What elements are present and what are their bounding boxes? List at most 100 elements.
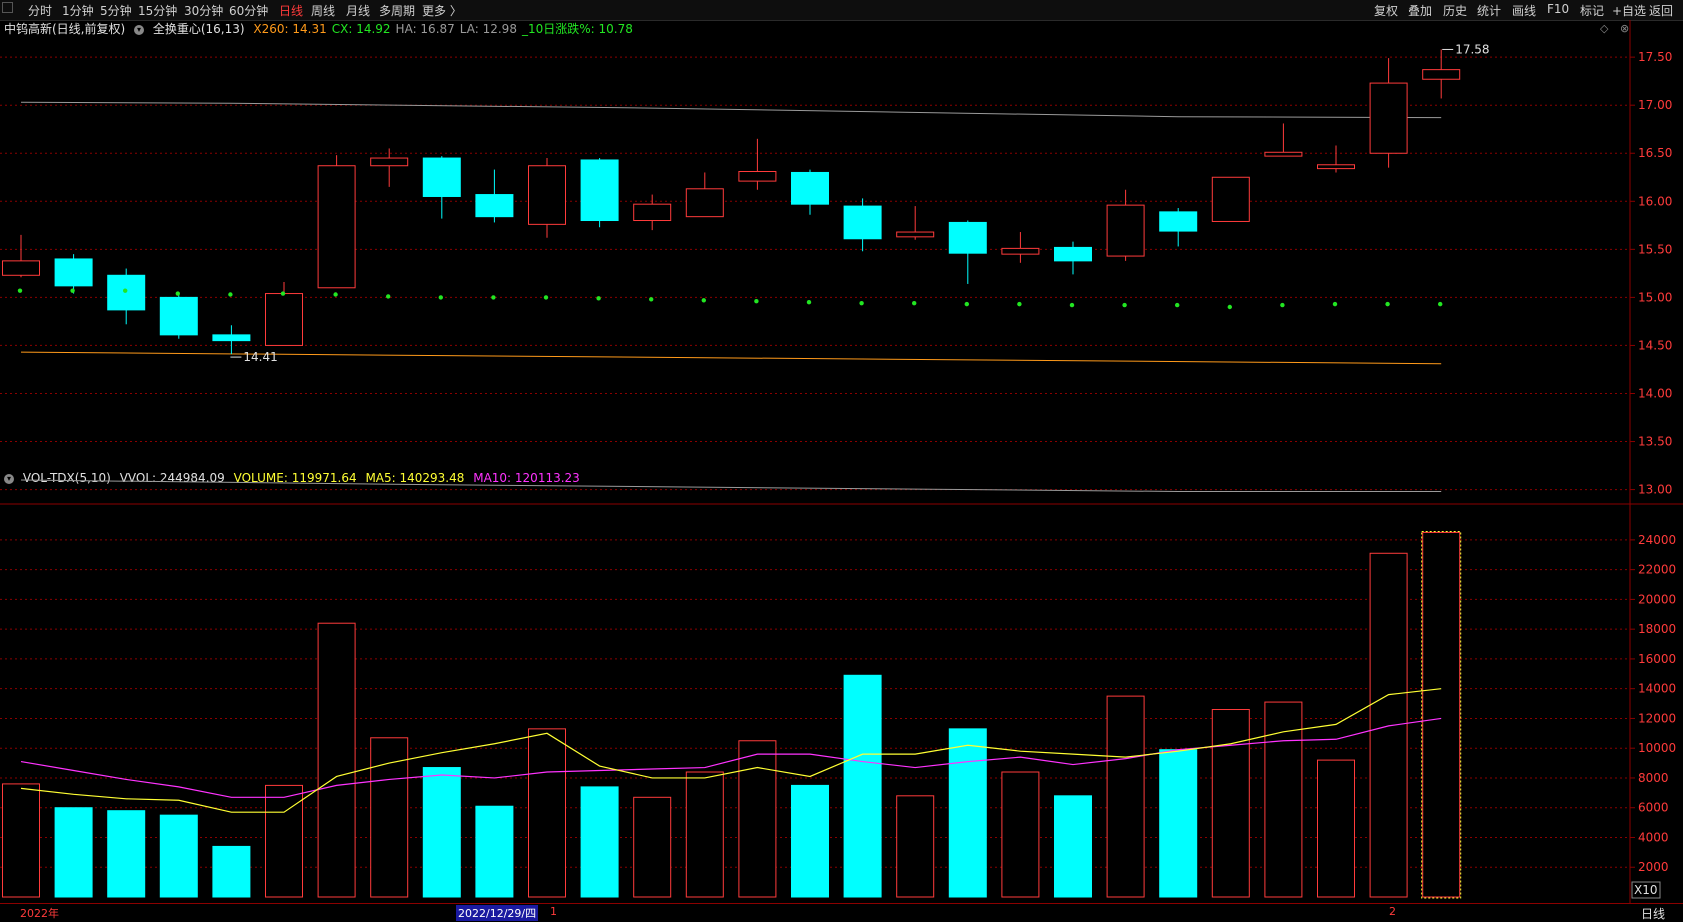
period-tab-8[interactable]: 月线 <box>346 4 371 18</box>
period-tab-2[interactable]: 5分钟 <box>100 4 132 18</box>
volume-bar-5 <box>265 784 303 898</box>
price-tick-label-7: 16.50 <box>1638 146 1672 160</box>
candle-body-9 <box>475 194 514 218</box>
tool-button-6[interactable]: 标记 <box>1580 4 1605 18</box>
price-indicator-value-1: CX: 14.92 <box>331 22 391 36</box>
cx-dot-7 <box>386 294 391 299</box>
volume-bar-17 <box>896 795 935 898</box>
period-tab-7[interactable]: 周线 <box>311 4 336 18</box>
cx-dot-4 <box>228 292 233 297</box>
volume-tick-label-7: 16000 <box>1638 652 1676 666</box>
price-tick-label-3: 14.50 <box>1638 338 1672 352</box>
candle-body-14 <box>738 170 777 182</box>
top-toolbar: 分时 1分钟 5分钟 15分钟 30分钟 60分钟 日线 周线 月线 多周期 更多 〉 复权 叠加 历史统… <box>0 0 1683 21</box>
high-marker-label: 17.58 <box>1455 42 1489 56</box>
candle-body-0 <box>2 260 40 276</box>
candle-body-24 <box>1264 151 1303 157</box>
cx-dot-11 <box>596 296 601 301</box>
volume-bar-3 <box>159 814 198 898</box>
indicator-name[interactable]: 全换重心(16,13) <box>152 22 245 36</box>
period-tab-9[interactable]: 多周期 <box>379 4 416 18</box>
candle-body-12 <box>633 203 672 222</box>
candle-body-25 <box>1317 164 1355 170</box>
volume-multiplier-box <box>1631 881 1661 899</box>
volume-bar-11 <box>580 786 619 898</box>
volume-bar-9 <box>475 805 514 898</box>
cx-dot-25 <box>1332 301 1338 307</box>
volume-indicator-name[interactable]: VOL-TDX(5,10) <box>22 471 111 485</box>
ha-band-line <box>20 101 1442 119</box>
ma5-line <box>20 688 1442 813</box>
cx-dot-18 <box>964 301 969 307</box>
volume-bar-4 <box>212 845 251 898</box>
volume-multiplier-label: X10 <box>1634 883 1658 897</box>
cx-dot-26 <box>1385 301 1390 307</box>
cx-dot-14 <box>754 299 759 304</box>
tool-button-4[interactable]: 画线 <box>1512 4 1537 18</box>
candle-body-18 <box>948 221 987 254</box>
volume-toggle-icon[interactable]: ▾ <box>4 473 14 484</box>
cx-dot-23 <box>1227 304 1233 310</box>
price-tick-label-1: 13.50 <box>1638 435 1672 449</box>
period-tab-3[interactable]: 15分钟 <box>138 4 178 18</box>
candle-body-6 <box>317 165 356 289</box>
candle-body-3 <box>159 296 198 336</box>
cursor-date-label: 2022/12/29/四 <box>456 905 539 921</box>
volume-tick-label-10: 22000 <box>1638 563 1676 577</box>
volume-tick-label-6: 14000 <box>1638 682 1676 696</box>
volume-bar-7 <box>370 737 409 898</box>
price-indicator-header: 中钨高新(日线,前复权) ▾ 全换重心(16,13) X260: 14.31 CX… <box>4 20 643 36</box>
volume-bar-21 <box>1106 695 1145 898</box>
tool-button-7[interactable]: +自选 <box>1612 4 1647 18</box>
volume-bar-8 <box>422 767 461 898</box>
tool-button-1[interactable]: 叠加 <box>1408 4 1433 18</box>
tool-button-8[interactable]: 返回 <box>1649 4 1674 18</box>
period-tab-1[interactable]: 1分钟 <box>62 4 94 18</box>
indicator-toggle-icon[interactable]: ▾ <box>134 24 145 35</box>
tool-button-3[interactable]: 统计 <box>1477 4 1502 18</box>
volume-tick-label-8: 18000 <box>1638 622 1676 636</box>
candle-body-7 <box>370 157 409 167</box>
volume-indicator-header: ▾ VOL-TDX(5,10) VVOL: 244984.09 VOLUME: … <box>4 471 585 487</box>
stock-name: 中钨高新(日线,前复权) <box>4 22 126 36</box>
volume-tick-label-0: 2000 <box>1638 860 1669 874</box>
ma10-value: MA10: 120113.23 <box>473 471 580 485</box>
period-tab-0[interactable]: 分时 <box>28 4 53 18</box>
period-tab-4[interactable]: 30分钟 <box>184 4 224 18</box>
volume-bar-26 <box>1369 552 1408 898</box>
cx-dot-21 <box>1122 302 1127 308</box>
tool-button-2[interactable]: 历史 <box>1443 4 1468 18</box>
candle-body-10 <box>528 165 566 225</box>
price-indicator-value-2: HA: 16.87 <box>395 22 455 36</box>
candle-body-17 <box>896 231 935 238</box>
candle-body-8 <box>422 157 461 197</box>
candle-body-1 <box>54 258 93 287</box>
period-tab-6[interactable]: 日线 <box>279 4 304 18</box>
volume-tick-label-4: 10000 <box>1638 741 1676 755</box>
cx-dot-3 <box>175 291 180 296</box>
month-label-2: 2 <box>1389 905 1396 918</box>
volume-bar-2 <box>107 810 146 898</box>
diamond-icon[interactable]: ◇ <box>1600 22 1609 35</box>
year-label: 2022年 <box>20 907 59 920</box>
price-indicator-value-3: LA: 12.98 <box>459 22 517 36</box>
price-tick-label-2: 14.00 <box>1638 386 1672 400</box>
volume-bar-12 <box>633 796 672 898</box>
selected-bar-highlight <box>1421 530 1462 899</box>
window-corner-icon[interactable] <box>2 2 13 13</box>
volume-bar-20 <box>1054 795 1092 898</box>
cx-dot-10 <box>543 295 549 300</box>
price-tick-label-9: 17.50 <box>1638 50 1672 64</box>
period-tab-5[interactable]: 60分钟 <box>229 4 269 18</box>
cx-dot-13 <box>701 298 706 303</box>
tool-button-5[interactable]: F10 <box>1547 2 1570 16</box>
close-panel-icon[interactable]: ⊗ <box>1620 22 1630 35</box>
candle-body-20 <box>1054 246 1092 262</box>
candle-body-16 <box>843 205 882 240</box>
period-label: 日线 <box>1640 907 1665 921</box>
candle-body-26 <box>1369 82 1408 154</box>
low-marker-label: 14.41 <box>243 350 277 364</box>
tool-button-0[interactable]: 复权 <box>1374 4 1399 18</box>
period-tab-10[interactable]: 更多 〉 <box>422 4 462 18</box>
